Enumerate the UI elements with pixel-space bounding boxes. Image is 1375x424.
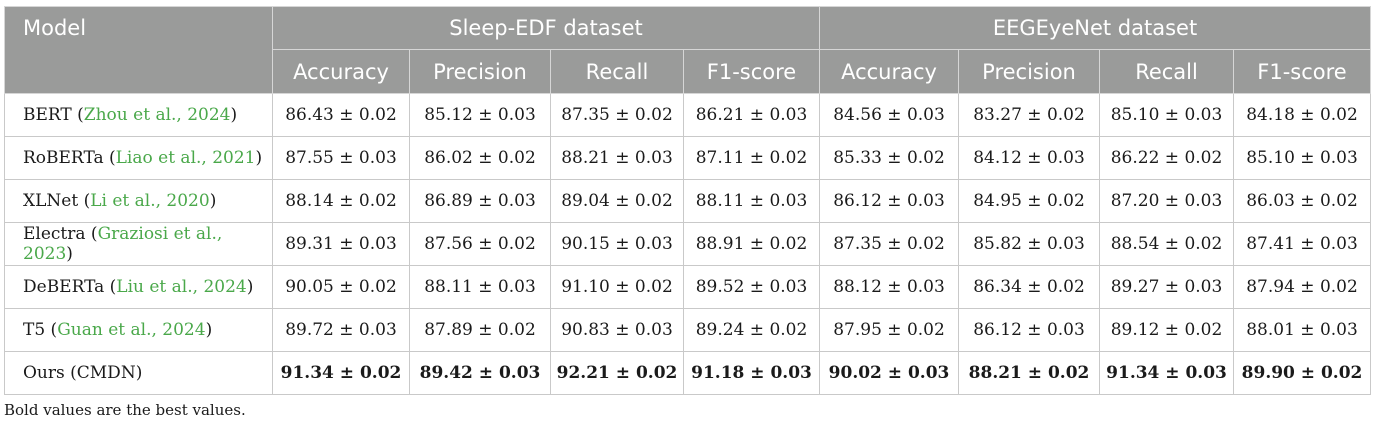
metric-value-cell: 89.31 ± 0.03: [272, 222, 410, 266]
model-name: DeBERTa: [23, 277, 105, 297]
table-row: XLNet (Li et al., 2020) 88.14 ± 0.02 86.89…: [4, 179, 1372, 223]
model-cell: RoBERTa (Liao et al., 2021): [4, 136, 273, 180]
metric-value-cell: 85.12 ± 0.03: [409, 93, 551, 137]
table-row: RoBERTa (Liao et al., 2021) 87.55 ± 0.03 8…: [4, 136, 1372, 180]
table-row: Electra (Graziosi et al., 2023) 89.31 ± 0…: [4, 222, 1372, 266]
metric-value-cell: 87.56 ± 0.02: [409, 222, 551, 266]
model-cell: BERT (Zhou et al., 2024): [4, 93, 273, 137]
metric-value-cell: 85.33 ± 0.02: [819, 136, 960, 180]
model-cell: XLNet (Li et al., 2020): [4, 179, 273, 223]
model-column-header: Model: [4, 6, 273, 94]
metric-value-cell: 89.12 ± 0.02: [1099, 308, 1235, 352]
metric-value-cell: 89.90 ± 0.02: [1233, 351, 1372, 395]
citation-link[interactable]: Liu et al., 2024: [116, 277, 247, 297]
metric-value-cell: 89.27 ± 0.03: [1099, 265, 1235, 309]
metric-value-cell: 86.22 ± 0.02: [1099, 136, 1235, 180]
citation-link[interactable]: Guan et al., 2024: [57, 320, 206, 340]
metric-header: Precision: [958, 49, 1101, 94]
table-footnote: Bold values are the best values.: [4, 401, 246, 419]
metric-value-cell: 91.34 ± 0.03: [1099, 351, 1235, 395]
group-header-sleep-edf: Sleep-EDF dataset: [271, 6, 821, 50]
table-row: Ours (CMDN) 91.34 ± 0.02 89.42 ± 0.03 92.21…: [4, 351, 1372, 395]
metric-value-cell: 89.24 ± 0.02: [682, 308, 821, 352]
metric-value-cell: 86.34 ± 0.02: [958, 265, 1101, 309]
model-name: RoBERTa: [23, 148, 104, 168]
metric-value-cell: 87.55 ± 0.03: [272, 136, 410, 180]
metric-value-cell: 86.21 ± 0.03: [682, 93, 821, 137]
model-name: BERT: [23, 105, 72, 125]
metric-value-cell: 87.11 ± 0.02: [682, 136, 821, 180]
metric-value-cell: 84.95 ± 0.02: [958, 179, 1101, 223]
metric-value-cell: 87.89 ± 0.02: [409, 308, 551, 352]
metric-value-cell: 89.72 ± 0.03: [272, 308, 410, 352]
results-table-container: Model Sleep-EDF dataset EEGEyeNet datase…: [4, 6, 1372, 395]
table-row: T5 (Guan et al., 2024) 89.72 ± 0.03 87.89 …: [4, 308, 1372, 352]
metric-value-cell: 88.21 ± 0.03: [550, 136, 684, 180]
metric-value-cell: 83.27 ± 0.02: [958, 93, 1101, 137]
model-name: Ours (CMDN): [23, 363, 143, 383]
table-row: BERT (Zhou et al., 2024) 86.43 ± 0.02 85.1…: [4, 93, 1372, 137]
metric-value-cell: 87.20 ± 0.03: [1099, 179, 1235, 223]
metric-value-cell: 88.11 ± 0.03: [409, 265, 551, 309]
metric-value-cell: 90.05 ± 0.02: [272, 265, 410, 309]
metric-header: Recall: [1099, 49, 1235, 94]
metric-value-cell: 85.10 ± 0.03: [1233, 136, 1372, 180]
metric-header: Precision: [409, 49, 551, 94]
metric-value-cell: 87.35 ± 0.02: [550, 93, 684, 137]
results-table: Model Sleep-EDF dataset EEGEyeNet datase…: [4, 6, 1372, 395]
citation-link[interactable]: Graziosi et al., 2023: [23, 224, 223, 264]
metric-header: Accuracy: [272, 49, 410, 94]
metric-value-cell: 84.12 ± 0.03: [958, 136, 1101, 180]
metric-value-cell: 88.12 ± 0.03: [819, 265, 960, 309]
metric-value-cell: 91.18 ± 0.03: [682, 351, 821, 395]
metric-value-cell: 88.21 ± 0.02: [958, 351, 1101, 395]
metric-value-cell: 90.15 ± 0.03: [550, 222, 684, 266]
model-name: XLNet: [23, 191, 79, 211]
group-header-eegeyenet: EEGEyeNet dataset: [819, 6, 1372, 50]
metric-value-cell: 90.83 ± 0.03: [550, 308, 684, 352]
model-cell: DeBERTa (Liu et al., 2024): [4, 265, 273, 309]
metric-value-cell: 86.12 ± 0.03: [819, 179, 960, 223]
metric-value-cell: 87.35 ± 0.02: [819, 222, 960, 266]
metric-value-cell: 86.89 ± 0.03: [409, 179, 551, 223]
metric-value-cell: 87.41 ± 0.03: [1233, 222, 1372, 266]
metric-value-cell: 91.10 ± 0.02: [550, 265, 684, 309]
model-cell: Electra (Graziosi et al., 2023): [4, 222, 273, 266]
metric-value-cell: 86.12 ± 0.03: [958, 308, 1101, 352]
metric-value-cell: 86.43 ± 0.02: [272, 93, 410, 137]
model-name: Electra: [23, 224, 86, 244]
metric-value-cell: 89.52 ± 0.03: [682, 265, 821, 309]
citation-link[interactable]: Li et al., 2020: [90, 191, 210, 211]
model-cell: T5 (Guan et al., 2024): [4, 308, 273, 352]
table-body: BERT (Zhou et al., 2024) 86.43 ± 0.02 85.1…: [4, 93, 1372, 395]
metric-value-cell: 89.42 ± 0.03: [409, 351, 551, 395]
table-row: DeBERTa (Liu et al., 2024) 90.05 ± 0.02 88…: [4, 265, 1372, 309]
metric-header: Accuracy: [819, 49, 960, 94]
metric-value-cell: 84.18 ± 0.02: [1233, 93, 1372, 137]
metric-header: F1-score: [682, 49, 821, 94]
metric-value-cell: 91.34 ± 0.02: [272, 351, 410, 395]
citation-link[interactable]: Zhou et al., 2024: [83, 105, 231, 125]
metric-value-cell: 89.04 ± 0.02: [550, 179, 684, 223]
metric-value-cell: 85.10 ± 0.03: [1099, 93, 1235, 137]
metric-value-cell: 88.01 ± 0.03: [1233, 308, 1372, 352]
metric-value-cell: 92.21 ± 0.02: [550, 351, 684, 395]
metric-value-cell: 88.14 ± 0.02: [272, 179, 410, 223]
metric-value-cell: 85.82 ± 0.03: [958, 222, 1101, 266]
metric-value-cell: 88.11 ± 0.03: [682, 179, 821, 223]
metric-value-cell: 86.03 ± 0.02: [1233, 179, 1372, 223]
metric-header: Recall: [550, 49, 684, 94]
metric-value-cell: 90.02 ± 0.03: [819, 351, 960, 395]
metric-value-cell: 84.56 ± 0.03: [819, 93, 960, 137]
citation-link[interactable]: Liao et al., 2021: [115, 148, 256, 168]
metric-value-cell: 87.95 ± 0.02: [819, 308, 960, 352]
metric-header: F1-score: [1233, 49, 1372, 94]
metric-value-cell: 88.54 ± 0.02: [1099, 222, 1235, 266]
model-cell: Ours (CMDN): [4, 351, 273, 395]
metric-value-cell: 87.94 ± 0.02: [1233, 265, 1372, 309]
model-name: T5: [23, 320, 46, 340]
metric-value-cell: 88.91 ± 0.02: [682, 222, 821, 266]
metric-value-cell: 86.02 ± 0.02: [409, 136, 551, 180]
